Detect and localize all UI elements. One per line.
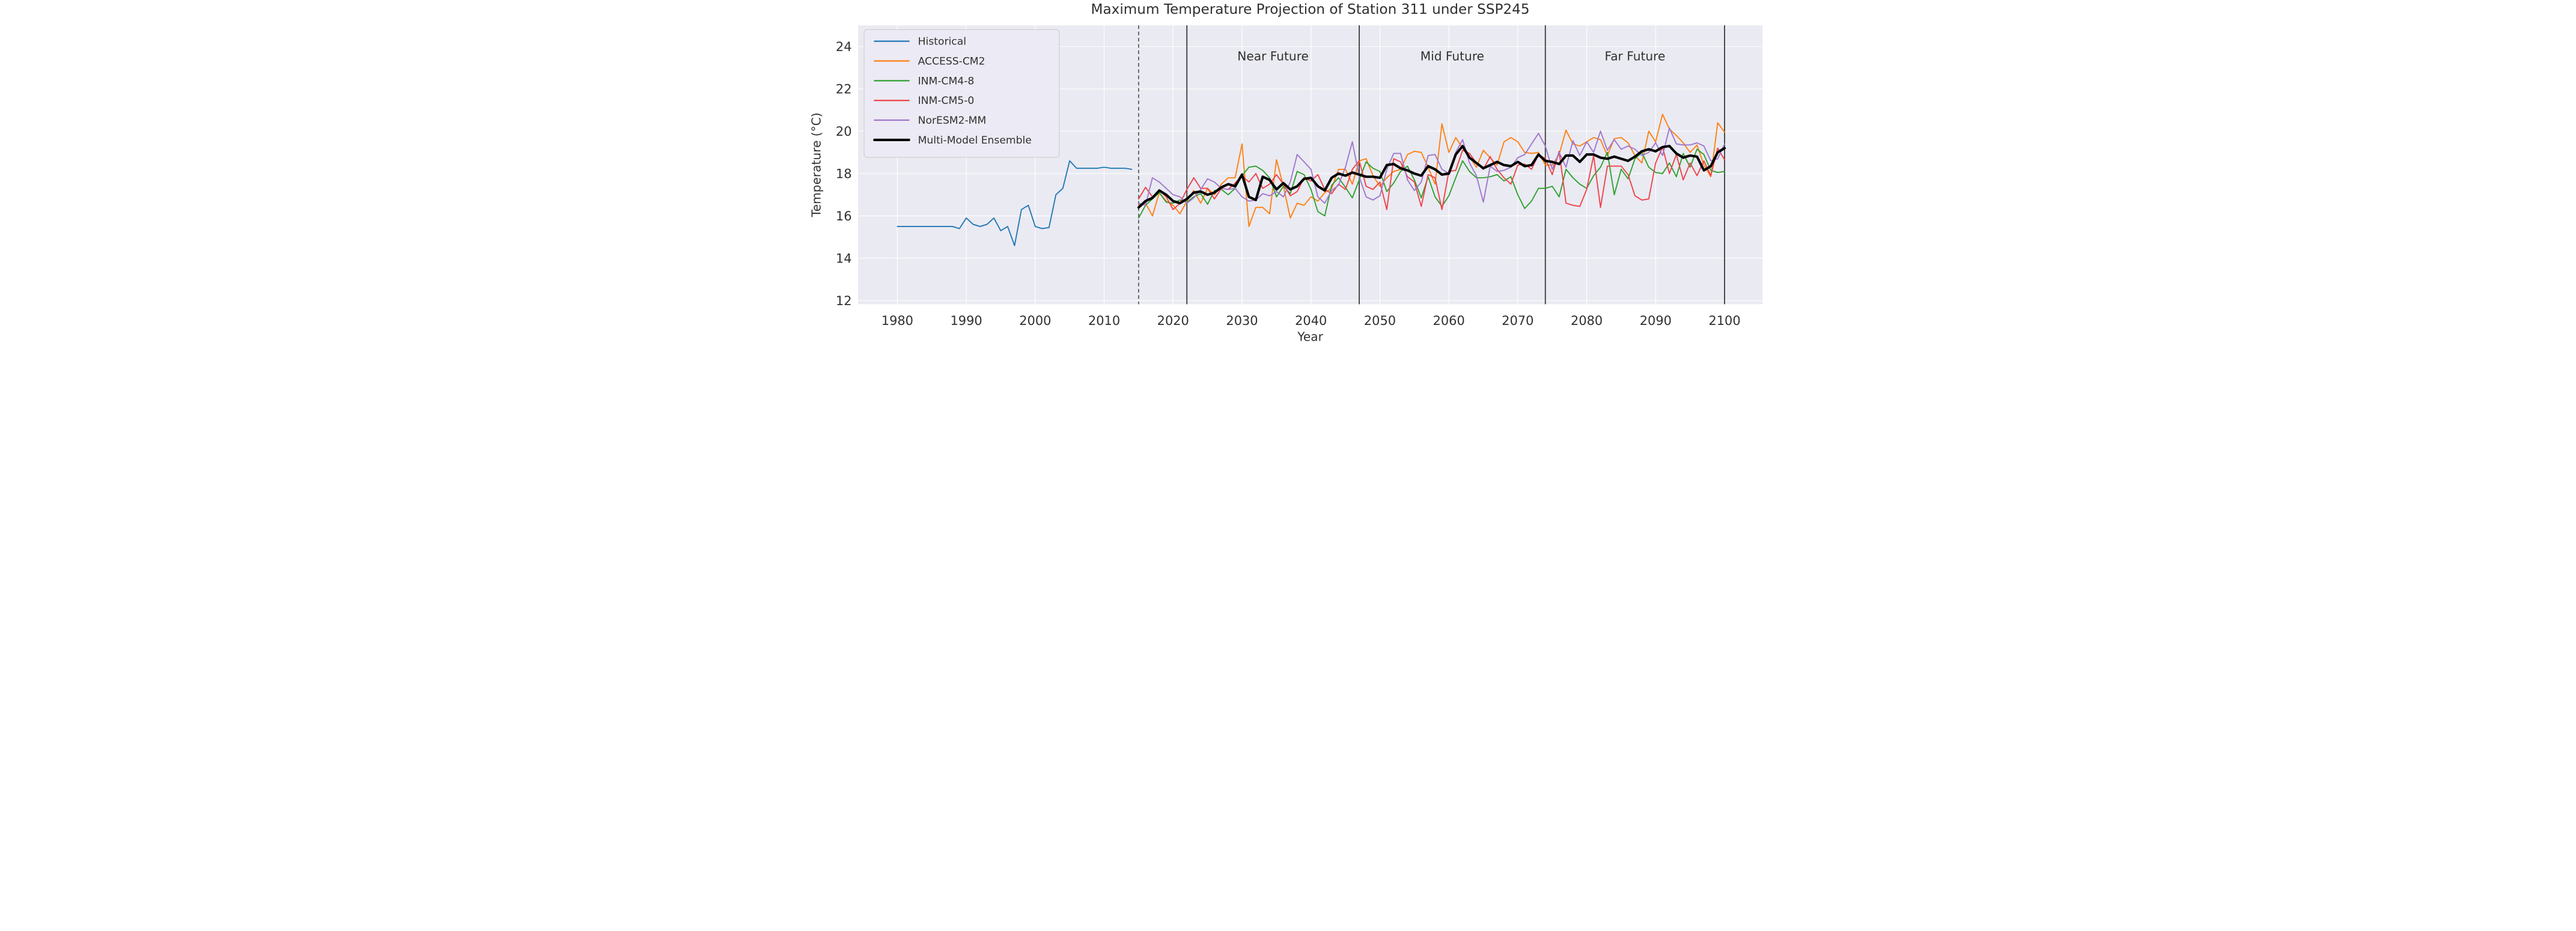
x-tick-2070: 2070 — [1502, 314, 1533, 328]
x-tick-2090: 2090 — [1639, 314, 1671, 328]
x-tick-2060: 2060 — [1433, 314, 1464, 328]
x-tick-2080: 2080 — [1571, 314, 1603, 328]
region-label-far-future: Far Future — [1604, 49, 1665, 63]
x-tick-2010: 2010 — [1088, 314, 1119, 328]
legend-box — [863, 29, 1059, 158]
x-tick-2050: 2050 — [1363, 314, 1395, 328]
y-tick-22: 22 — [835, 82, 851, 96]
chart-title: Maximum Temperature Projection of Statio… — [1091, 2, 1529, 17]
legend-label-inm-cm5-0: INM-CM5-0 — [918, 95, 974, 107]
y-tick-18: 18 — [835, 166, 851, 181]
legend-label-noresm2-mm: NorESM2-MM — [918, 115, 986, 127]
series-line-historical — [896, 160, 1132, 246]
y-axis-label: Temperature (°C) — [809, 112, 823, 217]
legend-label-access-cm2: ACCESS-CM2 — [918, 55, 985, 67]
x-tick-2030: 2030 — [1226, 314, 1258, 328]
region-label-near-future: Near Future — [1237, 49, 1309, 63]
x-tick-2100: 2100 — [1708, 314, 1740, 328]
x-tick-2000: 2000 — [1019, 314, 1051, 328]
series-line-multi-model-ensemble — [1137, 145, 1726, 209]
figure: Near Future Mid Future Far Future Maximum T… — [808, 0, 1769, 347]
x-tick-2020: 2020 — [1157, 314, 1189, 328]
x-tick-1990: 1990 — [950, 314, 982, 328]
y-tick-14: 14 — [835, 251, 851, 265]
y-tick-12: 12 — [835, 294, 851, 308]
x-axis-label: Year — [1297, 329, 1323, 344]
series-line-inm-cm5-0 — [1137, 146, 1725, 210]
y-tick-20: 20 — [835, 124, 851, 139]
legend: Historical ACCESS-CM2 INM-CM4-8 INM-CM5-0 No… — [863, 29, 1059, 158]
x-tick-2040: 2040 — [1295, 314, 1327, 328]
y-tick-24: 24 — [835, 40, 851, 54]
x-tick-1980: 1980 — [881, 314, 913, 328]
legend-label-inm-cm4-8: INM-CM4-8 — [918, 75, 974, 87]
region-label-mid-future: Mid Future — [1420, 49, 1484, 63]
y-tick-16: 16 — [835, 209, 851, 223]
legend-label-historical: Historical — [918, 36, 966, 48]
legend-label-multi-model-ensemble: Multi-Model Ensemble — [918, 135, 1031, 147]
temperature-projection-chart: Near Future Mid Future Far Future Maximum T… — [809, 2, 1762, 344]
series-line-noresm2-mm — [1137, 127, 1725, 206]
